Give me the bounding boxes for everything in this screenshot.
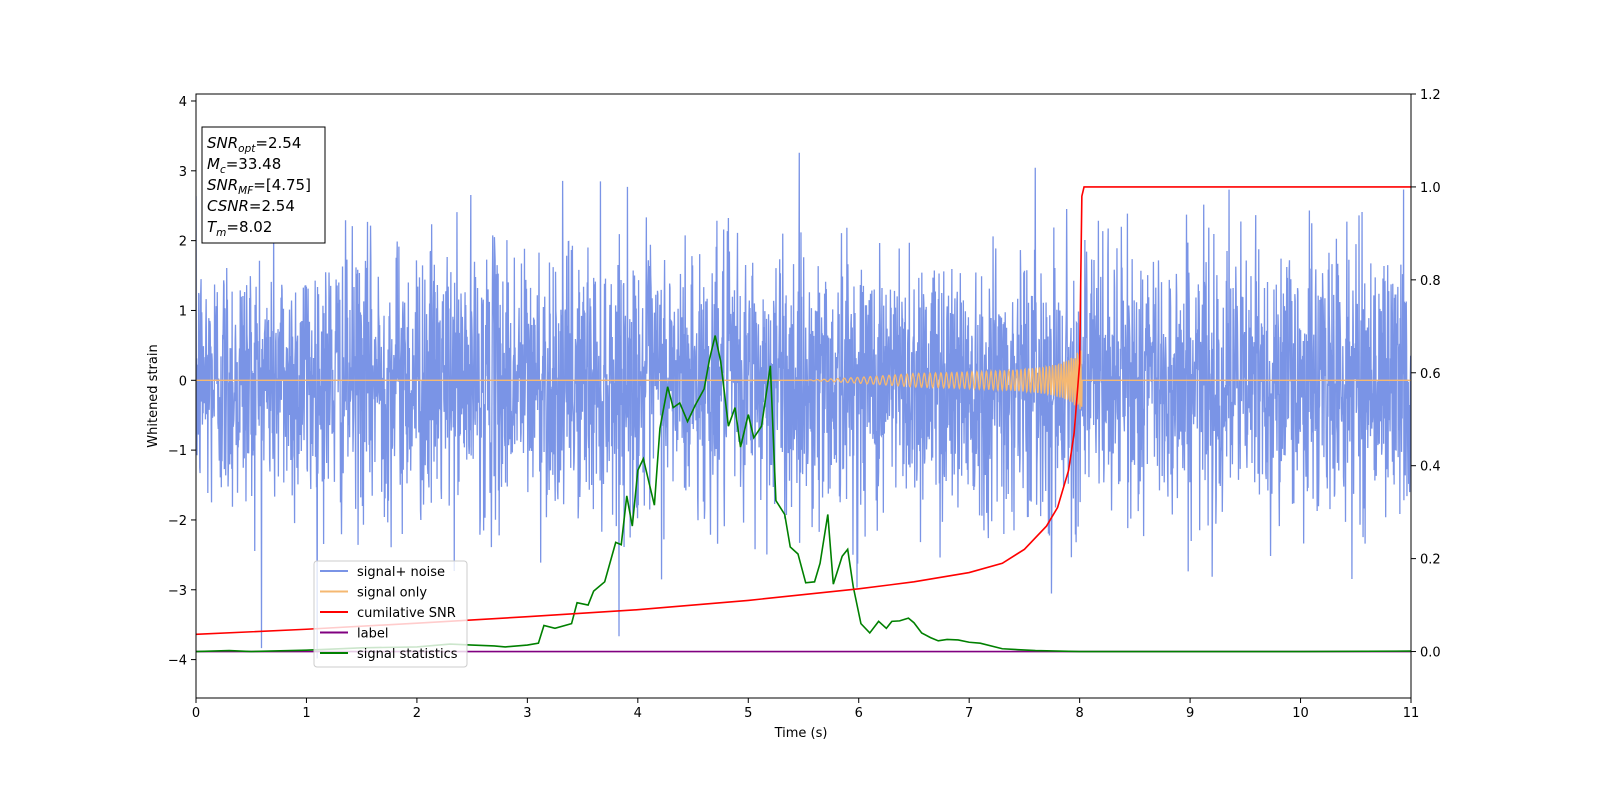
x-tick-label: 1 (302, 706, 310, 721)
x-axis-label: Time (s) (774, 726, 828, 741)
y2-tick-label: 1.2 (1420, 88, 1441, 103)
x-tick-label: 9 (1186, 706, 1194, 721)
x-tick-label: 2 (413, 706, 421, 721)
legend-label: cumilative SNR (357, 606, 456, 621)
y-tick-label: 0 (179, 374, 187, 389)
y-tick-label: −3 (168, 584, 187, 599)
x-tick-label: 8 (1075, 706, 1083, 721)
x-tick-label: 6 (855, 706, 863, 721)
y2-tick-label: 1.0 (1420, 181, 1441, 196)
y-tick-label: 3 (179, 165, 187, 180)
plot-frame (195, 93, 1412, 699)
series-cumilative-snr (196, 186, 1411, 636)
series-signal-only (196, 350, 1411, 410)
x-tick-label: 0 (192, 706, 200, 721)
legend-label: label (357, 627, 388, 642)
y2-tick-label: 0.0 (1420, 646, 1441, 661)
y2-tick-label: 0.8 (1420, 274, 1441, 289)
legend-label: signal+ noise (357, 565, 445, 580)
y-tick-label: 1 (179, 304, 187, 319)
legend-frame (313, 560, 468, 668)
x-tick-label: 11 (1403, 706, 1420, 721)
info-box-line: SNRMF=[4.75] (207, 176, 311, 197)
info-box-line: Mc=33.48 (207, 155, 281, 176)
y2-tick-label: 0.6 (1420, 367, 1441, 382)
series-signal-noise (196, 152, 1411, 659)
y-tick-label: −1 (168, 444, 187, 459)
x-tick-label: 5 (744, 706, 752, 721)
info-box-line: SNRopt=2.54 (207, 134, 301, 155)
x-tick-label: 3 (523, 706, 531, 721)
y-tick-label: 4 (179, 95, 187, 110)
legend: signal+ noise signal only cumilative SNR la… (313, 560, 468, 668)
y-tick-label: −4 (168, 654, 187, 669)
x-tick-label: 7 (965, 706, 973, 721)
info-box-line: CSNR=2.54 (207, 197, 295, 215)
info-box-line: Tm=8.02 (207, 218, 272, 239)
x-tick-label: 4 (634, 706, 642, 721)
y-axis-label: Whitened strain (146, 344, 161, 447)
legend-label: signal only (357, 586, 427, 601)
series-signal-statistics (196, 335, 1411, 653)
y-tick-label: −2 (168, 514, 187, 529)
x-tick-label: 10 (1292, 706, 1309, 721)
info-box-frame (201, 126, 326, 244)
info-box: SNRopt=2.54Mc=33.48SNRMF=[4.75]CSNR=2.54… (201, 126, 326, 244)
y2-tick-label: 0.4 (1420, 460, 1441, 475)
legend-label: signal statistics (357, 647, 458, 662)
y2-tick-label: 0.2 (1420, 553, 1441, 568)
y-tick-label: 2 (179, 235, 187, 250)
